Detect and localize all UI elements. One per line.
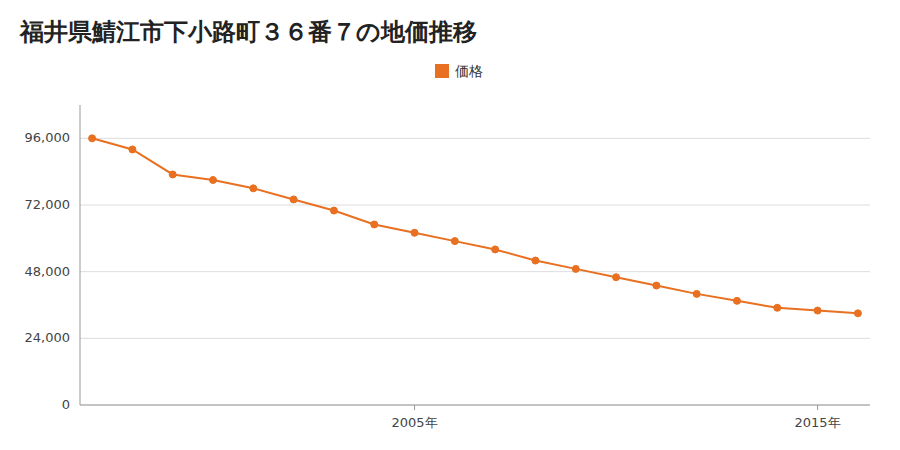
data-point [693, 290, 700, 297]
plot-area [89, 135, 862, 317]
data-point [290, 196, 297, 203]
data-point [129, 146, 136, 153]
title: 福井県鯖江市下小路町３６番７の地価推移 [19, 18, 477, 46]
y-tick-label: 72,000 [25, 197, 71, 212]
x-tick-label: 2005年 [391, 415, 437, 430]
grid-line [80, 405, 870, 406]
axes: 0 24,000 48,000 72,000 96,000 2005年 2015年 [25, 105, 871, 430]
background [0, 0, 900, 450]
grid-line [80, 205, 870, 206]
data-point [653, 282, 660, 289]
x-tick [817, 405, 818, 410]
data-point [371, 221, 378, 228]
data-point [89, 135, 96, 142]
data-point [572, 265, 579, 272]
data-point [411, 229, 418, 236]
data-point [613, 274, 620, 281]
chart-svg: 福井県鯖江市下小路町３６番７の地価推移 0 24,000 48,000 72,000 96… [0, 0, 900, 450]
data-point [774, 304, 781, 311]
series-line [92, 138, 858, 313]
legend: 価格 [435, 63, 483, 79]
data-point [330, 207, 337, 214]
data-point [854, 310, 861, 317]
x-axis-line [80, 405, 870, 406]
data-point [250, 185, 257, 192]
x-tick [414, 405, 415, 410]
legend-swatch [435, 64, 449, 78]
data-point [733, 297, 740, 304]
chart-container: 福井県鯖江市下小路町３６番７の地価推移 0 24,000 48,000 72,000 96… [0, 0, 900, 450]
data-point [210, 177, 217, 184]
y-tick-label: 0 [62, 397, 70, 412]
legend-label: 価格 [455, 63, 483, 79]
x-tick-label: 2015年 [795, 415, 841, 430]
data-point [451, 238, 458, 245]
grid-line [80, 138, 870, 139]
data-point [814, 307, 821, 314]
data-point [492, 246, 499, 253]
y-tick-label: 48,000 [25, 264, 71, 279]
y-axis-line [80, 105, 81, 405]
grid-line [80, 271, 870, 272]
grid-line [80, 338, 870, 339]
y-tick-label: 24,000 [25, 330, 71, 345]
y-tick-label: 96,000 [25, 130, 71, 145]
data-point [532, 257, 539, 264]
data-point [169, 171, 176, 178]
